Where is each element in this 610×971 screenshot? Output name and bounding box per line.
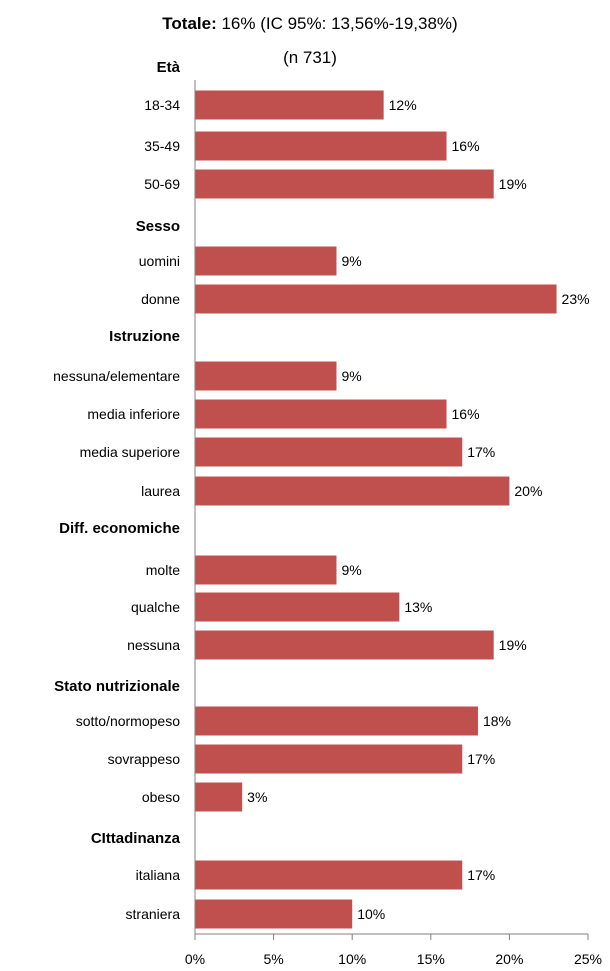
data-label: 17%	[467, 444, 495, 460]
bar	[195, 555, 337, 585]
category-label: sovrappeso	[108, 751, 181, 767]
chart-title-rest: 16% (IC 95%: 13,56%-19,38%)	[217, 14, 458, 33]
category-label: nessuna/elementare	[53, 368, 180, 384]
bar	[195, 169, 494, 199]
group-label: Sesso	[136, 218, 180, 235]
data-label: 16%	[452, 138, 480, 154]
bar	[195, 744, 463, 774]
plot-area: Età 18-34 12% 35-49 16% 50-69 19% Sesso uomini 9%…	[53, 59, 602, 967]
data-label: 3%	[247, 789, 267, 805]
category-label: 18-34	[144, 97, 180, 113]
category-label: nessuna	[127, 637, 180, 653]
bar	[195, 131, 447, 161]
group-label: Stato nutrizionale	[54, 678, 180, 695]
category-label: straniera	[126, 906, 181, 922]
bar	[195, 592, 400, 622]
data-label: 19%	[499, 637, 527, 653]
data-label: 17%	[467, 751, 495, 767]
group-label: CIttadinanza	[91, 830, 181, 847]
chart-subtitle: (n 731)	[283, 48, 337, 67]
data-label: 9%	[341, 562, 361, 578]
data-label: 19%	[499, 176, 527, 192]
group-label: Diff. economiche	[59, 520, 180, 537]
bar	[195, 899, 353, 929]
category-label: 50-69	[144, 176, 180, 192]
bar	[195, 706, 478, 736]
bar	[195, 246, 337, 276]
x-tick-label: 20%	[495, 951, 523, 967]
x-tick-label: 15%	[417, 951, 445, 967]
bar	[195, 782, 243, 812]
data-label: 9%	[341, 368, 361, 384]
bar	[195, 284, 557, 314]
category-label: molte	[146, 562, 180, 578]
category-label: uomini	[139, 253, 180, 269]
data-label: 23%	[562, 291, 590, 307]
chart-title-bold: Totale:	[162, 14, 216, 33]
category-label: obeso	[142, 789, 180, 805]
bar	[195, 476, 510, 506]
category-label: italiana	[136, 867, 181, 883]
data-label: 18%	[483, 713, 511, 729]
category-label: 35-49	[144, 138, 180, 154]
x-tick-label: 0%	[185, 951, 205, 967]
category-label: media inferiore	[87, 406, 180, 422]
x-tick-label: 25%	[574, 951, 602, 967]
data-label: 20%	[514, 483, 542, 499]
data-label: 16%	[452, 406, 480, 422]
bar	[195, 361, 337, 391]
data-label: 9%	[341, 253, 361, 269]
category-label: sotto/normopeso	[76, 713, 180, 729]
bar	[195, 90, 384, 120]
group-label: Istruzione	[109, 328, 180, 345]
category-label: donne	[141, 291, 180, 307]
data-label: 13%	[404, 599, 432, 615]
bar	[195, 860, 463, 890]
data-label: 10%	[357, 906, 385, 922]
x-tick-label: 10%	[338, 951, 366, 967]
category-label: media superiore	[80, 444, 181, 460]
category-label: qualche	[131, 599, 180, 615]
chart-title: Totale: 16% (IC 95%: 13,56%-19,38%)	[162, 14, 457, 33]
bar	[195, 630, 494, 660]
data-label: 12%	[389, 97, 417, 113]
x-tick-label: 5%	[263, 951, 283, 967]
category-label: laurea	[141, 483, 180, 499]
bar	[195, 399, 447, 429]
group-label: Età	[157, 59, 181, 76]
data-label: 17%	[467, 867, 495, 883]
bar	[195, 437, 463, 467]
